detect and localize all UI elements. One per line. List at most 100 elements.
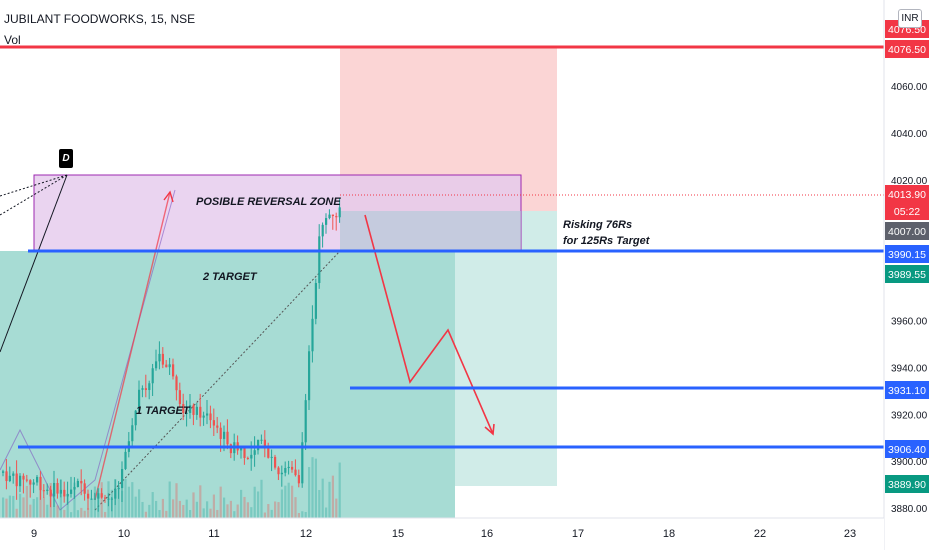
price-badge-red: 4076.50 xyxy=(885,40,929,58)
candle-body xyxy=(260,439,263,441)
volume-bar xyxy=(100,482,103,518)
price-badges: 4076.504076.504013.9005:224007.003990.15… xyxy=(885,20,929,493)
symbol-title[interactable]: JUBILANT FOODWORKS, 15, NSE xyxy=(4,12,196,26)
price-badge-label: 3990.15 xyxy=(888,249,926,261)
price-badge-bg xyxy=(885,475,929,493)
candle-body xyxy=(304,400,307,443)
volume-bar xyxy=(304,511,307,518)
up-arrow-line xyxy=(94,191,171,501)
candle-body xyxy=(134,410,137,426)
price-badge-bg xyxy=(885,381,929,399)
volume-bar xyxy=(87,508,90,518)
x-tick-label: 22 xyxy=(754,528,766,540)
volume-bar xyxy=(280,489,283,518)
candle-body xyxy=(124,451,127,469)
candle-body xyxy=(212,420,215,426)
y-tick-label: 4020.00 xyxy=(891,176,928,187)
candle-body xyxy=(206,413,209,416)
y-tick-label: 3960.00 xyxy=(891,317,928,328)
projection-arrow xyxy=(364,214,494,435)
risk-note-line2: for 125Rs Target xyxy=(563,235,650,247)
candle-body xyxy=(321,224,324,237)
volume-bar xyxy=(328,481,331,518)
volume-bar xyxy=(240,489,243,518)
volume-label[interactable]: Vol xyxy=(4,33,21,47)
candle-body xyxy=(277,467,280,475)
candle-body xyxy=(12,473,15,476)
candle-body xyxy=(93,498,96,500)
volume-bar xyxy=(83,510,86,518)
volume-bar xyxy=(236,504,239,518)
candle-body xyxy=(175,376,178,391)
volume-bar xyxy=(155,500,158,518)
candle-body xyxy=(5,471,8,482)
volume-bar xyxy=(284,485,287,518)
volume-bar xyxy=(80,507,83,518)
candle-body xyxy=(182,404,185,414)
pattern-dotted-line xyxy=(94,250,341,511)
x-tick-label: 23 xyxy=(844,528,856,540)
volume-bar xyxy=(29,504,32,518)
x-tick-label: 18 xyxy=(663,528,675,540)
candle-body xyxy=(29,480,32,485)
volume-bar xyxy=(195,501,198,518)
candle-body xyxy=(36,476,39,483)
candle-body xyxy=(104,497,107,499)
volume-bar xyxy=(56,505,59,518)
volume-bar xyxy=(36,497,39,518)
volume-bar xyxy=(335,498,338,518)
pattern-leg-line xyxy=(0,174,68,353)
reversal-zone-label: POSIBLE REVERSAL ZONE xyxy=(196,196,341,208)
volume-bar xyxy=(168,481,171,518)
candle-body xyxy=(90,498,93,500)
volume-bar xyxy=(12,495,15,518)
volume-bar xyxy=(267,504,270,518)
price-badge-countdown: 05:22 xyxy=(885,202,929,220)
volume-bar xyxy=(144,511,147,518)
candle-body xyxy=(284,468,287,473)
volume-bar xyxy=(263,512,266,518)
candle-body xyxy=(151,368,154,384)
candle-body xyxy=(219,427,222,439)
price-badge-teal: 3989.55 xyxy=(885,265,929,283)
candle-body xyxy=(19,475,22,487)
candle-body xyxy=(168,364,171,368)
y-tick-label: 3940.00 xyxy=(891,363,928,374)
target-2-label: 2 TARGET xyxy=(203,271,257,283)
volume-bar xyxy=(8,495,11,518)
x-tick-label: 12 xyxy=(300,528,312,540)
volume-bar xyxy=(19,493,22,518)
volume-bar xyxy=(206,501,209,518)
volume-bar xyxy=(314,458,317,518)
candle-body xyxy=(263,439,266,448)
volume-bar xyxy=(209,508,212,518)
volume-bar xyxy=(308,467,311,518)
volume-bar xyxy=(39,490,42,518)
candle-body xyxy=(15,473,18,487)
light-target-zone-a xyxy=(340,251,455,518)
volume-bar xyxy=(331,475,334,518)
y-tick-label: 3880.00 xyxy=(891,504,928,515)
candle-body xyxy=(199,406,202,418)
time-axis-bg[interactable] xyxy=(0,518,884,550)
volume-bar xyxy=(243,496,246,518)
candle-body xyxy=(2,471,5,473)
candle-body xyxy=(97,493,100,499)
x-tick-label: 15 xyxy=(392,528,404,540)
volume-bar xyxy=(141,501,144,518)
zones-layer xyxy=(0,48,557,518)
projection-arrow-head xyxy=(484,423,495,436)
candle-body xyxy=(32,482,35,485)
candle-body xyxy=(226,431,229,445)
candle-body xyxy=(53,482,56,497)
currency-button[interactable]: INR xyxy=(898,9,922,28)
candle-body xyxy=(308,351,311,401)
candle-body xyxy=(325,218,328,225)
volume-bar xyxy=(25,485,28,518)
candle-body xyxy=(158,353,161,362)
x-tick-label: 10 xyxy=(118,528,130,540)
price-badge-label: 4076.50 xyxy=(888,44,926,56)
